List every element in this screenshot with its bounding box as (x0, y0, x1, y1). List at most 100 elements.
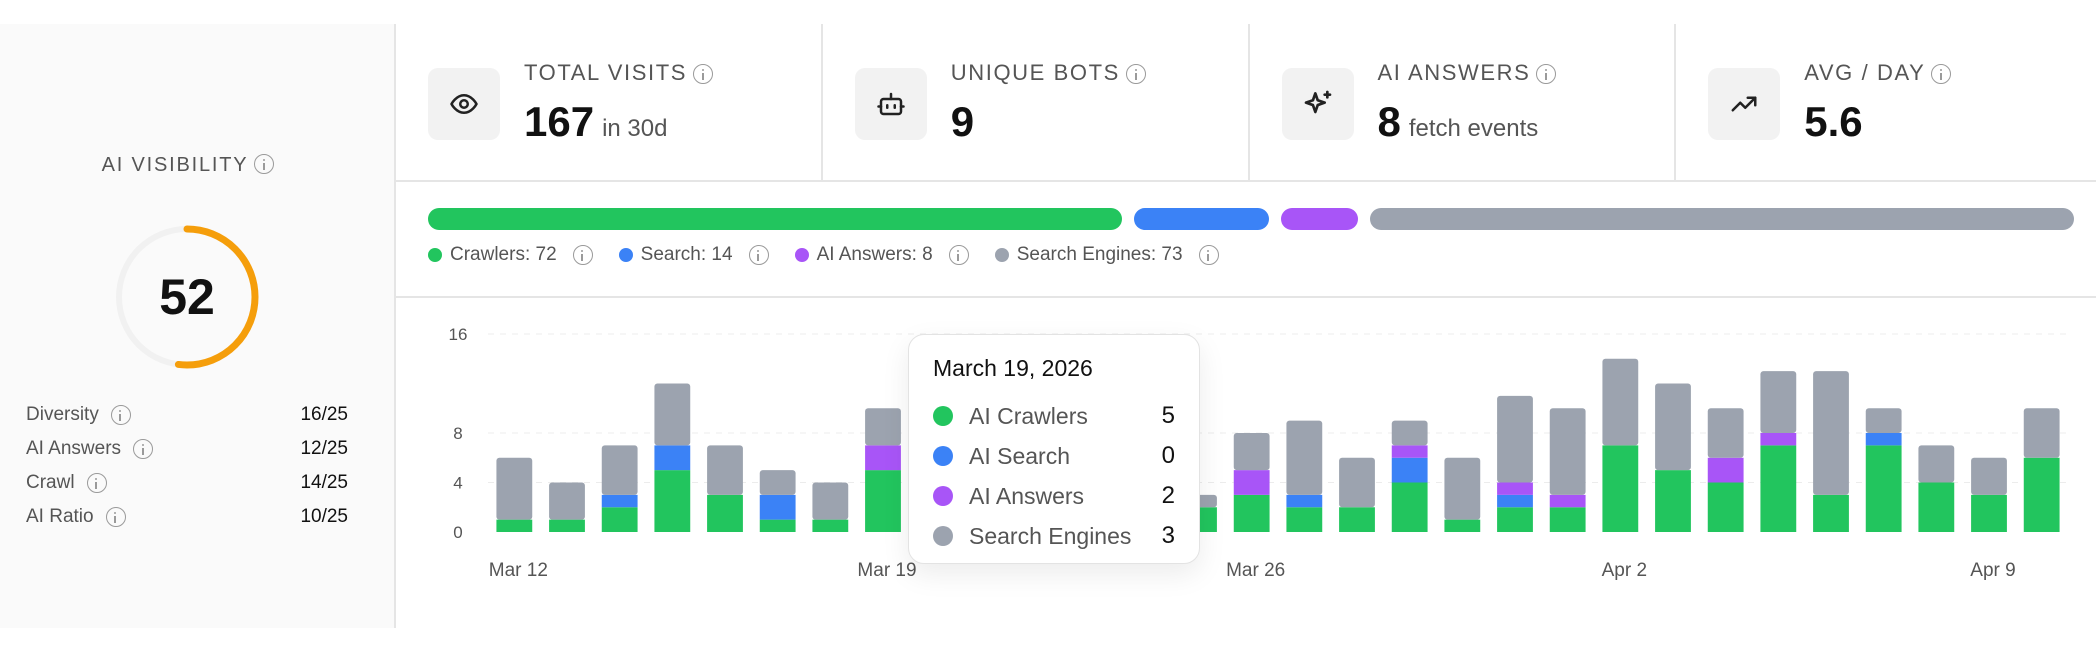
y-tick-label: 4 (453, 474, 462, 493)
stat-card-total-visits: TOTAL VISITS 167 in 30d (396, 24, 823, 180)
visibility-score: 52 (159, 269, 215, 325)
bar-segment-search-engines (1391, 420, 1428, 446)
bar-segment-ai-crawlers (1444, 519, 1481, 532)
bar-day-14[interactable] (1233, 433, 1270, 532)
info-icon[interactable] (1125, 64, 1146, 85)
bar-day-15[interactable] (1286, 420, 1323, 532)
info-icon[interactable] (86, 473, 107, 493)
bar-segment-search-engines (707, 445, 743, 495)
bar-day-18[interactable] (1444, 457, 1481, 532)
bar-segment-search-engines (865, 408, 901, 446)
bar-segment-search-engines (1655, 383, 1691, 471)
score-row-diversity: Diversity 16/25 (26, 404, 348, 425)
info-icon[interactable] (948, 245, 969, 265)
distribution-segment-search-engines[interactable] (1370, 208, 2074, 230)
bar-segment-search-engines (549, 482, 585, 520)
bar-segment-ai-crawlers (1391, 482, 1428, 532)
legend-item-crawlers: Crawlers: 72 (428, 244, 593, 266)
bar-day-20[interactable] (1549, 408, 1586, 532)
bar-segment-ai-crawlers (759, 519, 796, 532)
bar-day-7[interactable] (865, 408, 901, 532)
bar-day-24[interactable] (1760, 371, 1797, 532)
bar-segment-ai-search (1865, 433, 1902, 446)
bar-day-1[interactable] (549, 482, 585, 533)
trending-up-icon (1708, 68, 1781, 140)
bar-segment-ai-answers (865, 445, 901, 471)
distribution-segment-search[interactable] (1134, 208, 1270, 230)
info-icon[interactable] (748, 245, 769, 265)
bar-segment-search-engines (1602, 358, 1639, 446)
bar-day-27[interactable] (1918, 445, 1955, 532)
bar-day-4[interactable] (707, 445, 743, 532)
bar-segment-ai-crawlers (1233, 494, 1270, 532)
gauge-arc (115, 225, 259, 369)
info-icon[interactable] (110, 405, 131, 425)
stat-cards: TOTAL VISITS 167 in 30d UNIQUE BOTS 9 AI … (396, 24, 2096, 182)
bar-segment-ai-crawlers (1707, 482, 1744, 532)
bar-day-26[interactable] (1865, 408, 1902, 532)
info-icon[interactable] (1198, 245, 1219, 265)
info-icon[interactable] (254, 154, 275, 174)
bar-segment-search-engines (601, 445, 638, 495)
bar-day-22[interactable] (1655, 383, 1691, 533)
bar-day-6[interactable] (812, 482, 849, 533)
legend-item-search: Search: 14 (618, 244, 769, 266)
distribution-segment-ai-answers[interactable] (1281, 208, 1359, 230)
bar-day-16[interactable] (1339, 457, 1375, 532)
bar-segment-ai-crawlers (2023, 457, 2060, 532)
x-tick-label: Apr 2 (1602, 560, 1647, 581)
bar-segment-ai-crawlers (601, 507, 638, 532)
info-icon[interactable] (693, 64, 714, 85)
bar-segment-ai-crawlers (1918, 482, 1955, 532)
bar-day-25[interactable] (1813, 371, 1849, 532)
bar-segment-search-engines (1971, 457, 2007, 495)
bar-segment-ai-crawlers (654, 470, 691, 532)
bar-day-3[interactable] (654, 383, 691, 533)
info-icon[interactable] (105, 507, 126, 527)
score-row-ai-answers: AI Answers 12/25 (26, 438, 348, 459)
bar-day-29[interactable] (2023, 408, 2060, 532)
bar-segment-ai-crawlers (1813, 494, 1849, 532)
bar-day-17[interactable] (1391, 420, 1428, 532)
bar-segment-search-engines (1865, 408, 1902, 433)
info-icon[interactable] (133, 439, 154, 459)
info-icon[interactable] (1931, 64, 1952, 85)
bar-segment-ai-crawlers (1549, 507, 1586, 532)
bar-segment-search-engines (496, 457, 533, 520)
tooltip-date: March 19, 2026 (933, 355, 1093, 381)
bar-day-2[interactable] (601, 445, 638, 532)
bar-segment-search-engines (1813, 371, 1849, 495)
bar-day-5[interactable] (759, 470, 796, 532)
x-tick-label: Mar 26 (1226, 560, 1285, 581)
bar-segment-search-engines (1549, 408, 1586, 495)
tooltip-row-ai-crawlers: AI Crawlers 5 (933, 396, 1175, 436)
daily-visits-chart: 0 4 8 16 Mar 12 Mar 19 Mar 26 Apr 2 Apr 9 (396, 298, 2096, 628)
bar-segment-search-engines (2023, 408, 2060, 458)
bar-segment-ai-crawlers (1655, 470, 1691, 532)
stat-value: 9 (950, 98, 975, 145)
bar-segment-ai-answers (1760, 433, 1797, 446)
score-row-crawl: Crawl 14/25 (26, 472, 348, 493)
bar-day-0[interactable] (496, 457, 533, 532)
bar-day-28[interactable] (1971, 457, 2007, 532)
bar-segment-search-engines (654, 383, 691, 446)
bar-segment-ai-search (654, 445, 691, 471)
bar-day-19[interactable] (1497, 395, 1533, 532)
bar-segment-ai-crawlers (1760, 445, 1797, 532)
bar-segment-ai-crawlers (1497, 507, 1533, 532)
visibility-gauge (115, 225, 259, 369)
bar-day-23[interactable] (1707, 408, 1744, 532)
stat-card-ai-answers: AI ANSWERS 8 fetch events (1250, 24, 1677, 180)
info-icon[interactable] (572, 245, 593, 265)
stat-suffix: fetch events (1408, 115, 1539, 142)
bar-segment-search-engines (1286, 420, 1323, 495)
legend-item-search-engines: Search Engines: 73 (994, 244, 1219, 266)
info-icon[interactable] (1536, 64, 1557, 85)
score-row-ai-ratio: AI Ratio 10/25 (26, 506, 348, 527)
bar-day-21[interactable] (1602, 358, 1639, 532)
distribution-segment-crawlers[interactable] (428, 208, 1123, 230)
bar-segment-search-engines (1760, 371, 1797, 433)
sparkle-icon (1281, 68, 1354, 140)
bar-segment-ai-crawlers (865, 470, 901, 532)
tooltip-row-ai-search: AI Search 0 (933, 436, 1175, 476)
